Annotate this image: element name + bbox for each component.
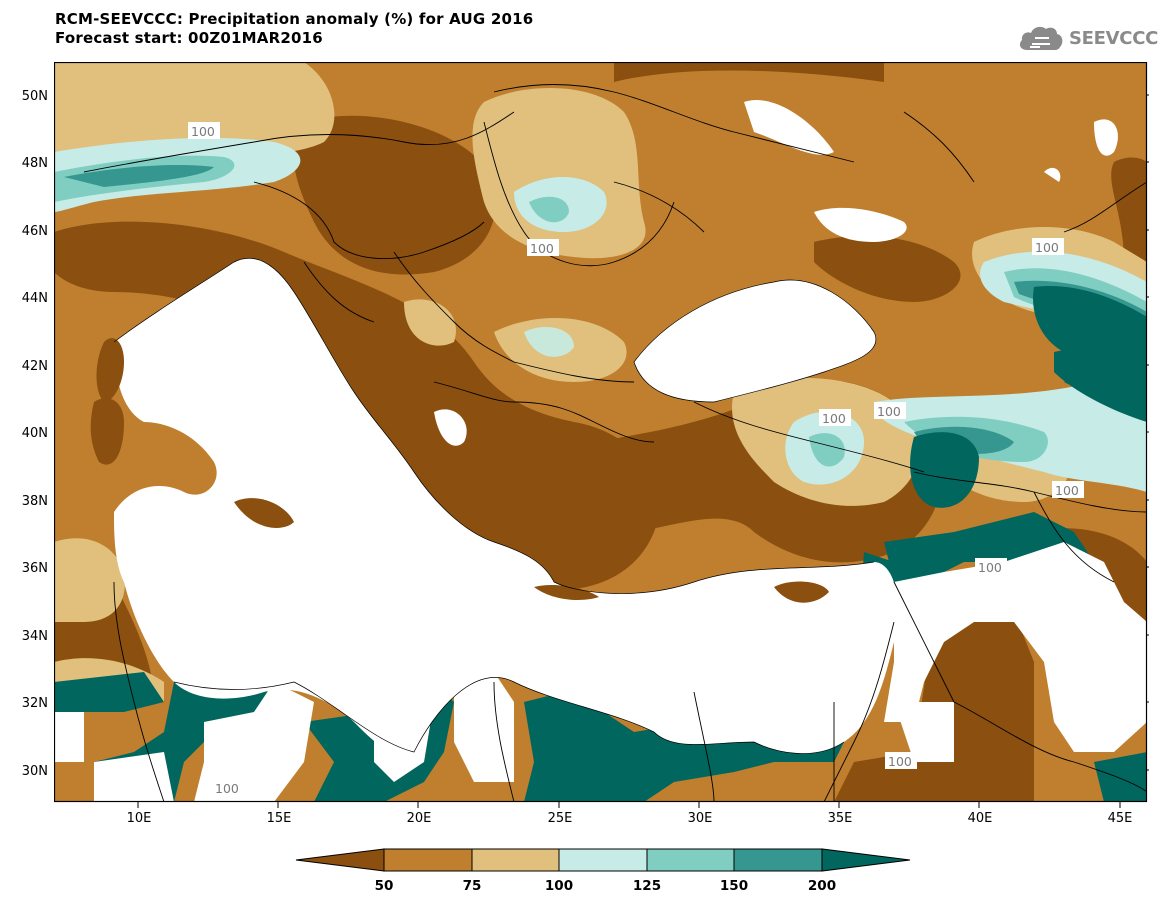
lat-label: 30N xyxy=(22,764,48,779)
map-title: RCM-SEEVCCC: Precipitation anomaly (%) f… xyxy=(55,10,534,28)
map-field: 100 100 100 100 100 100 100 100 100 xyxy=(54,62,1147,802)
lat-label: 46N xyxy=(22,224,48,239)
svg-text:100: 100 xyxy=(822,411,846,426)
contour-label: 100 xyxy=(527,239,559,256)
contour-labels: 100 100 100 100 100 100 100 100 100 xyxy=(188,122,1084,796)
contour-label: 100 xyxy=(212,779,244,796)
logo-text: SEEVCCC xyxy=(1069,27,1159,49)
contour-label: 100 xyxy=(819,409,851,426)
coastlines xyxy=(113,257,877,754)
precipitation-anomaly-map: 100 100 100 100 100 100 100 100 100 xyxy=(54,62,1149,808)
seevccc-logo: SEEVCCC xyxy=(1017,22,1158,54)
svg-text:100: 100 xyxy=(1055,483,1079,498)
svg-text:100: 100 xyxy=(191,124,215,139)
islands xyxy=(90,338,829,603)
lon-axis xyxy=(137,802,1121,808)
lat-label: 36N xyxy=(22,561,48,576)
lat-label: 38N xyxy=(22,494,48,509)
contour-label: 100 xyxy=(885,752,917,769)
title-block: RCM-SEEVCCC: Precipitation anomaly (%) f… xyxy=(55,10,533,48)
svg-text:100: 100 xyxy=(888,754,912,769)
country-borders xyxy=(83,84,1147,802)
lat-label: 32N xyxy=(22,696,48,711)
svg-text:100: 100 xyxy=(530,241,554,256)
lat-label: 34N xyxy=(22,629,48,644)
svg-text:100: 100 xyxy=(1035,240,1059,255)
contour-label: 100 xyxy=(188,122,220,139)
map-frame xyxy=(54,62,1148,803)
contour-label: 100 xyxy=(874,402,906,419)
lat-label: 48N xyxy=(22,156,48,171)
missing-data-areas xyxy=(54,542,1147,802)
lat-label: 44N xyxy=(22,291,48,306)
cloud-icon xyxy=(1019,26,1063,50)
sea-areas xyxy=(114,100,1118,755)
forecast-start: Forecast start: 00Z01MAR2016 xyxy=(55,29,323,47)
svg-text:100: 100 xyxy=(215,781,239,796)
lat-label: 50N xyxy=(22,89,48,104)
svg-text:100: 100 xyxy=(877,404,901,419)
contour-label: 100 xyxy=(975,558,1007,575)
lat-label: 40N xyxy=(22,426,48,441)
svg-text:100: 100 xyxy=(978,560,1002,575)
lat-axis xyxy=(1147,94,1149,771)
lat-label: 42N xyxy=(22,359,48,374)
contour-label: 100 xyxy=(1052,481,1084,498)
contour-label: 100 xyxy=(1032,238,1064,255)
